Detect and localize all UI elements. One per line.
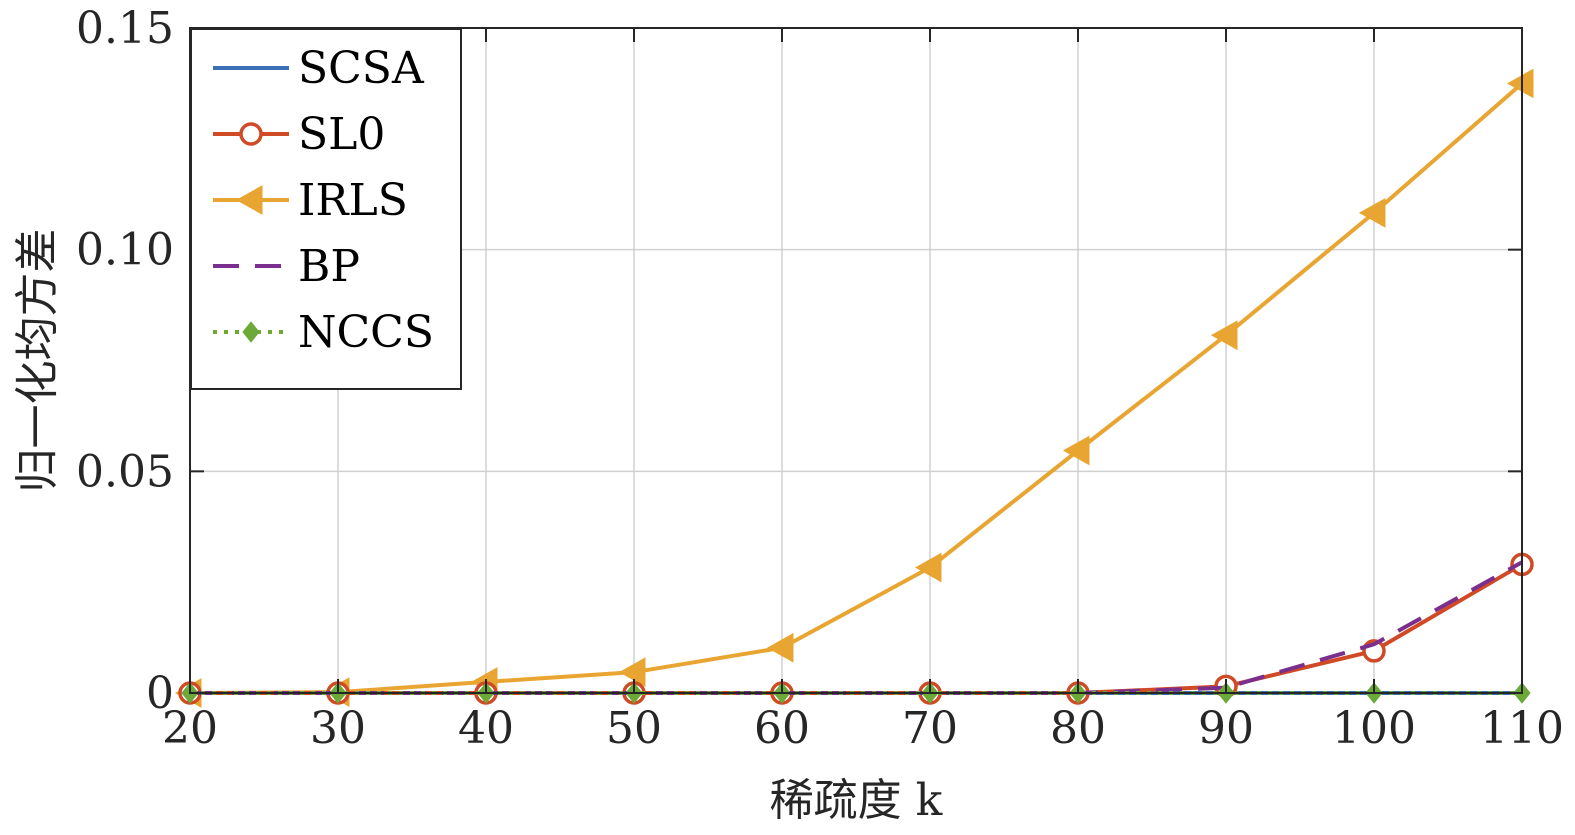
series-line-sl0 <box>190 562 1524 695</box>
legend-label-nccs: NCCS <box>298 307 434 358</box>
series-sl0 <box>178 552 1534 705</box>
legend-entry-scsa: SCSA <box>213 43 425 94</box>
x-tick-label: 30 <box>310 703 366 754</box>
data-point-irls <box>1358 198 1386 228</box>
series-line-irls <box>189 81 1524 695</box>
data-point-irls <box>766 632 794 663</box>
legend-entry-nccs: NCCS <box>213 307 434 358</box>
legend-box <box>190 28 462 390</box>
y-tick-label: 0.05 <box>76 446 174 497</box>
x-tick-label: 60 <box>754 703 810 754</box>
legend-entry-sl0: SL0 <box>213 109 385 160</box>
y-tick-label: 0.15 <box>76 3 174 54</box>
x-tick-label: 50 <box>606 703 662 754</box>
legend: SCSA SL0 IRLS BP NCCS <box>190 28 462 390</box>
legend-label-bp: BP <box>298 241 360 292</box>
x-tick-label: 80 <box>1050 703 1106 754</box>
y-tick-label: 0 <box>146 668 174 719</box>
x-tick-label: 110 <box>1480 703 1564 754</box>
data-point-irls <box>1210 320 1238 351</box>
legend-marker-irls <box>235 185 263 215</box>
legend-label-scsa: SCSA <box>298 43 425 94</box>
legend-label-sl0: SL0 <box>298 109 385 160</box>
x-tick-label: 40 <box>458 703 514 754</box>
x-tick-label: 20 <box>162 703 218 754</box>
data-point-irls <box>1062 435 1090 466</box>
y-tick-label: 0.10 <box>76 225 174 276</box>
data-point-irls <box>618 657 646 688</box>
legend-entry-bp: BP <box>213 241 360 292</box>
legend-entry-irls: IRLS <box>213 175 408 226</box>
series-bp <box>190 560 1523 695</box>
legend-marker-sl0 <box>239 122 263 146</box>
data-point-irls <box>1506 68 1534 99</box>
ticks: 20 30 40 50 60 70 80 90 100 110 0 0.05 0.10 0.15 <box>76 3 1564 754</box>
data-point-irls <box>914 552 942 583</box>
x-axis-label: 稀疏度 k <box>770 775 943 826</box>
legend-label-irls: IRLS <box>298 175 408 226</box>
series-line-bp <box>190 560 1523 695</box>
x-tick-label: 90 <box>1198 703 1254 754</box>
x-tick-label: 100 <box>1332 703 1416 754</box>
y-axis-label: 归一化均方差 <box>12 229 63 493</box>
legend-marker-nccs <box>242 321 260 343</box>
x-tick-label: 70 <box>902 703 958 754</box>
